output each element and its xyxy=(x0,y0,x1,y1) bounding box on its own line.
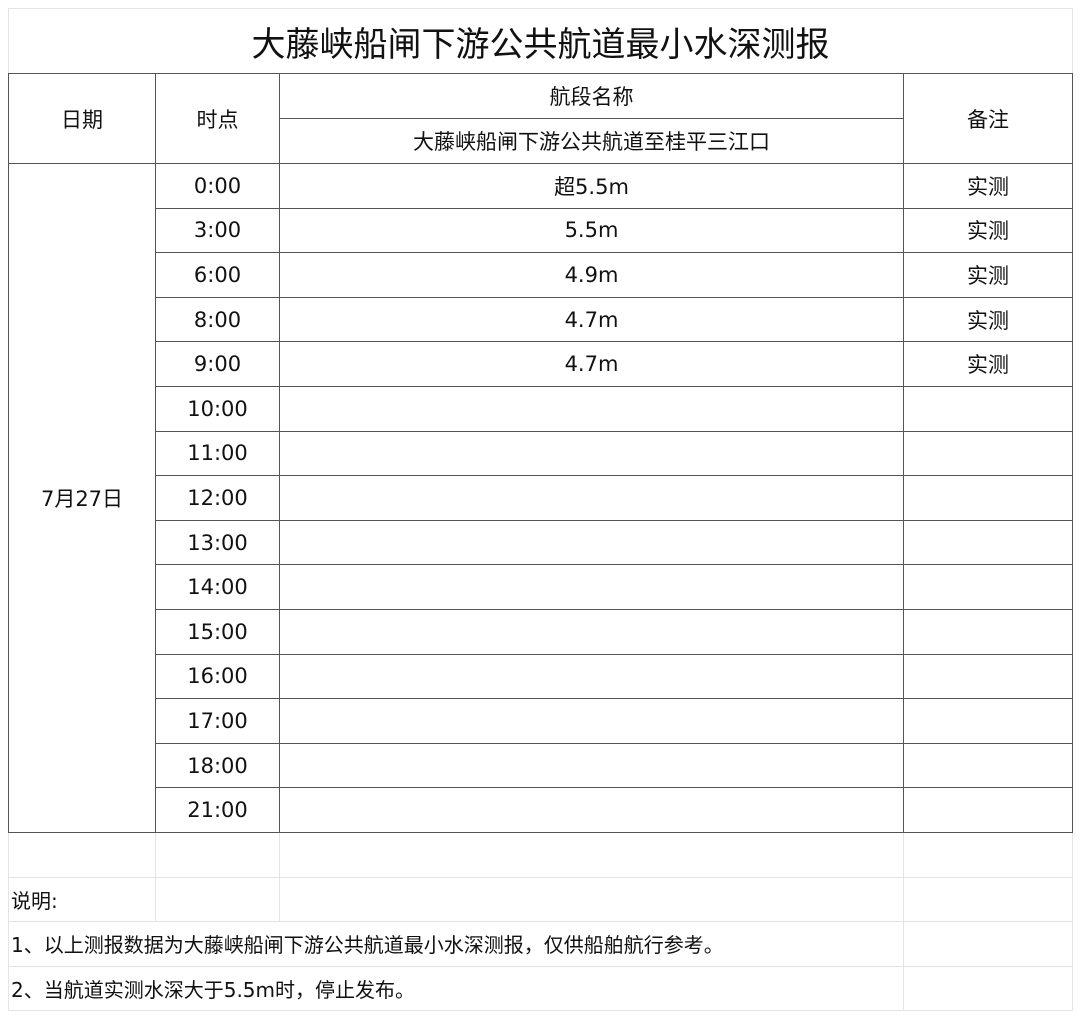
page-title: 大藤峡船闸下游公共航道最小水深测报 xyxy=(8,8,1073,74)
table-row: 6:00 4.9m 实测 xyxy=(9,252,1073,298)
depth-cell xyxy=(279,430,904,477)
remark-cell: 实测 xyxy=(903,341,1073,387)
time-cell: 10:00 xyxy=(155,385,280,432)
header-section-name: 航段名称 xyxy=(279,73,904,119)
time-cell: 21:00 xyxy=(155,787,280,833)
depth-cell xyxy=(279,564,904,610)
remark-cell xyxy=(903,742,1073,789)
remark-cell xyxy=(903,385,1073,432)
header-time: 时点 xyxy=(155,73,280,164)
note-1: 1、以上测报数据为大藤峡船闸下游公共航道最小水深测报，仅供船舶航行参考。 xyxy=(8,921,904,967)
table-row: 12:00 xyxy=(9,475,1073,521)
report-table: 大藤峡船闸下游公共航道最小水深测报 日期 时点 航段名称 备注 大藤峡船闸下游公… xyxy=(8,8,1073,1012)
depth-cell xyxy=(279,385,904,432)
remark-cell xyxy=(903,653,1073,700)
table-row: 10:00 xyxy=(9,385,1073,432)
notes-row: 1、以上测报数据为大藤峡船闸下游公共航道最小水深测报，仅供船舶航行参考。 xyxy=(8,921,1073,967)
remark-cell xyxy=(903,519,1073,566)
remark-cell xyxy=(903,475,1073,521)
remark-cell xyxy=(903,698,1073,744)
note-2: 2、当航道实测水深大于5.5m时，停止发布。 xyxy=(8,965,904,1012)
remark-cell xyxy=(903,430,1073,477)
table-row: 18:00 xyxy=(9,742,1073,789)
table-row: 16:00 xyxy=(9,653,1073,700)
depth-cell xyxy=(279,475,904,521)
remark-cell xyxy=(903,608,1073,655)
time-cell: 17:00 xyxy=(155,698,280,744)
table-row: 7月27日 0:00 超5.5m 实测 xyxy=(8,163,1073,833)
depth-cell xyxy=(279,519,904,566)
table-row: 3:00 5.5m 实测 xyxy=(9,207,1073,254)
time-cell: 6:00 xyxy=(155,252,280,298)
table-row: 8:00 4.7m 实测 xyxy=(9,296,1073,343)
remark-cell: 实测 xyxy=(903,252,1073,298)
notes-row: 2、当航道实测水深大于5.5m时，停止发布。 xyxy=(8,965,1073,1012)
depth-cell xyxy=(279,608,904,655)
notes-row: 说明: xyxy=(8,876,1073,923)
time-cell: 16:00 xyxy=(155,653,280,700)
time-cell: 0:00 xyxy=(155,163,280,209)
remark-cell: 实测 xyxy=(903,296,1073,343)
depth-report: 大藤峡船闸下游公共航道最小水深测报 日期 时点 航段名称 备注 大藤峡船闸下游公… xyxy=(8,8,1073,1012)
remark-cell xyxy=(903,564,1073,610)
remark-cell: 实测 xyxy=(903,207,1073,254)
time-cell: 9:00 xyxy=(155,341,280,387)
time-cell: 15:00 xyxy=(155,608,280,655)
table-row: 11:00 xyxy=(9,430,1073,477)
time-cell: 13:00 xyxy=(155,519,280,566)
header-date: 日期 xyxy=(8,73,156,164)
time-cell: 8:00 xyxy=(155,296,280,343)
depth-cell: 4.7m xyxy=(279,341,904,387)
depth-cell: 5.5m xyxy=(279,207,904,254)
table-row: 17:00 xyxy=(9,698,1073,744)
depth-cell xyxy=(279,742,904,789)
time-cell: 3:00 xyxy=(155,207,280,254)
time-cell: 11:00 xyxy=(155,430,280,477)
notes-heading: 说明: xyxy=(8,876,156,923)
table-row: 21:00 xyxy=(9,787,1073,833)
notes-row xyxy=(8,831,1073,878)
time-cell: 12:00 xyxy=(155,475,280,521)
depth-cell: 超5.5m xyxy=(279,163,904,209)
time-cell: 14:00 xyxy=(155,564,280,610)
remark-cell xyxy=(903,787,1073,833)
depth-cell xyxy=(279,787,904,833)
depth-cell: 4.7m xyxy=(279,296,904,343)
depth-cell xyxy=(279,698,904,744)
header-remark: 备注 xyxy=(903,73,1073,164)
remark-cell: 实测 xyxy=(903,163,1073,209)
table-row: 15:00 xyxy=(9,608,1073,655)
header-section: 大藤峡船闸下游公共航道至桂平三江口 xyxy=(279,118,904,164)
depth-cell: 4.9m xyxy=(279,252,904,298)
table-row: 9:00 4.7m 实测 xyxy=(9,341,1073,387)
time-cell: 18:00 xyxy=(155,742,280,789)
depth-cell xyxy=(279,653,904,700)
date-cell: 7月27日 xyxy=(8,163,156,833)
table-row: 14:00 xyxy=(9,564,1073,610)
table-row: 13:00 xyxy=(9,519,1073,566)
